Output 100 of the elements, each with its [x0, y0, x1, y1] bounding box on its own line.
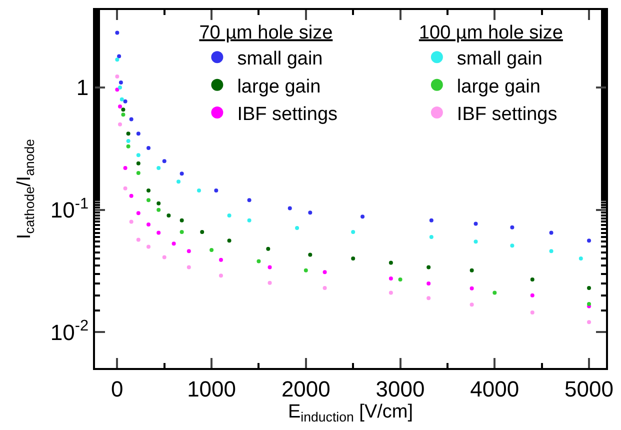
point — [470, 302, 474, 307]
point — [578, 256, 583, 261]
point — [227, 238, 232, 243]
point — [200, 230, 204, 234]
point — [429, 218, 434, 222]
point — [360, 214, 365, 219]
point — [123, 186, 128, 190]
point — [227, 213, 232, 218]
point — [218, 274, 223, 278]
point — [129, 194, 134, 198]
point — [587, 286, 592, 290]
point — [118, 80, 123, 84]
point — [156, 208, 161, 212]
point — [146, 198, 151, 202]
point — [129, 117, 134, 122]
point — [266, 246, 270, 251]
point — [186, 249, 191, 254]
point — [118, 122, 122, 126]
point — [146, 244, 151, 249]
point — [429, 235, 434, 240]
point — [288, 206, 292, 210]
point — [530, 277, 534, 282]
point — [474, 222, 478, 226]
point — [180, 230, 184, 234]
legend-label: large gain — [237, 76, 321, 98]
point — [162, 255, 166, 260]
point — [388, 276, 393, 280]
legend-label: IBF settings — [237, 104, 338, 125]
legend-label: small gain — [456, 48, 542, 70]
point — [322, 270, 327, 274]
point — [180, 218, 184, 222]
point — [172, 242, 176, 246]
point — [210, 248, 214, 252]
point — [136, 132, 140, 136]
point — [186, 265, 191, 270]
point — [295, 226, 300, 230]
point — [136, 153, 140, 158]
x-tick-label: 0 — [111, 376, 124, 402]
point — [146, 188, 151, 192]
point — [510, 244, 514, 248]
point — [218, 258, 223, 262]
point — [587, 320, 592, 324]
point — [129, 220, 134, 224]
point — [118, 86, 122, 90]
point — [126, 144, 130, 148]
point — [136, 161, 140, 166]
point — [530, 293, 534, 298]
y-tick-label: 10$^{-2}$ — [50, 318, 89, 345]
point — [121, 112, 126, 117]
legend-label: IBF settings — [456, 104, 558, 125]
point — [166, 213, 171, 218]
point — [247, 218, 252, 222]
point — [176, 180, 181, 184]
point — [268, 280, 272, 285]
point — [304, 268, 308, 272]
point — [492, 290, 497, 295]
point — [470, 286, 474, 290]
point — [146, 146, 151, 150]
text: 100 µm hole size — [418, 22, 563, 44]
point — [587, 238, 592, 243]
y-tick-label: 1 — [76, 75, 89, 100]
point — [126, 132, 130, 136]
point — [156, 230, 161, 235]
point — [123, 166, 128, 170]
point — [121, 108, 126, 112]
point — [196, 188, 201, 192]
point — [156, 166, 161, 170]
point — [214, 188, 218, 192]
x-tick-label: 2000 — [281, 376, 330, 402]
x-axis-title: E$_{induction}$ [V/cm] — [288, 402, 414, 425]
point — [156, 201, 161, 206]
point — [256, 259, 261, 264]
point — [426, 296, 431, 300]
point — [126, 139, 130, 144]
point — [388, 290, 393, 295]
point — [180, 172, 184, 176]
x-tick-label: 3000 — [376, 376, 425, 402]
x-tick-label: 4000 — [470, 376, 520, 402]
text: 70 µm hole size — [199, 22, 333, 44]
point — [322, 286, 327, 290]
x-tick-label: 1000 — [187, 376, 236, 402]
point — [120, 97, 124, 102]
point — [146, 222, 151, 226]
point — [247, 198, 252, 202]
legend-label: large gain — [456, 76, 540, 98]
point — [549, 230, 554, 235]
point — [351, 256, 356, 261]
point — [123, 99, 128, 104]
point — [530, 310, 534, 314]
point — [136, 211, 140, 216]
point — [136, 171, 140, 176]
point — [398, 277, 402, 282]
legend-label: small gain — [237, 48, 323, 70]
point — [426, 265, 431, 270]
point — [115, 88, 120, 92]
point — [510, 225, 514, 230]
point — [388, 260, 393, 265]
point — [162, 159, 166, 164]
point — [268, 265, 272, 270]
point — [118, 104, 122, 108]
